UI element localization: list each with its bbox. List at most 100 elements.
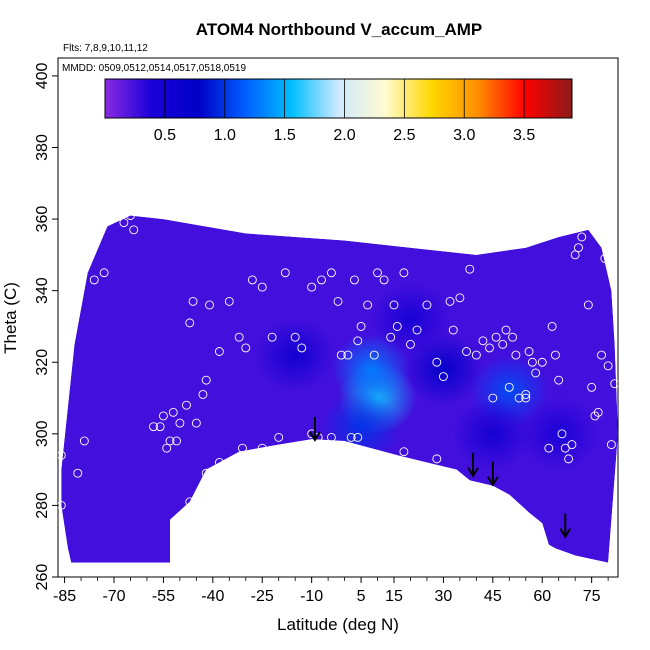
sample-point — [432, 357, 442, 367]
heatmap-feature — [453, 398, 533, 470]
x-tick-label: 75 — [583, 588, 601, 605]
sample-point — [162, 443, 172, 453]
x-tick-label: -70 — [102, 588, 125, 605]
sample-point — [422, 300, 432, 310]
sample-point — [175, 515, 185, 525]
x-tick-label: -10 — [300, 588, 323, 605]
heatmap-region — [61, 215, 618, 563]
sample-point — [205, 300, 214, 310]
sample-point — [521, 390, 531, 399]
sample-point — [182, 400, 191, 410]
sample-point — [587, 382, 597, 392]
sample-point — [73, 468, 83, 478]
sample-point — [544, 443, 554, 453]
sample-point — [412, 325, 422, 335]
heatmap-feature — [331, 333, 411, 406]
sample-point — [336, 350, 346, 360]
sample-point — [238, 443, 247, 453]
sample-point — [574, 243, 583, 253]
sample-point — [455, 293, 465, 303]
colorbar-tick-label: 2.5 — [393, 127, 415, 144]
sample-point — [491, 332, 501, 342]
colorbar-tick-label: 3.0 — [453, 127, 475, 144]
x-tick-label: 60 — [533, 588, 551, 605]
flight-arrow — [559, 513, 572, 539]
sample-point — [175, 418, 185, 428]
sample-point — [606, 440, 616, 450]
sample-point — [373, 268, 382, 278]
sample-point — [66, 311, 76, 321]
sample-point — [79, 436, 89, 446]
sample-point — [155, 422, 165, 432]
heatmap-feature — [519, 398, 599, 470]
flight-arrow — [486, 461, 499, 487]
sample-point — [350, 275, 359, 285]
sample-point — [198, 390, 208, 399]
sample-point — [521, 393, 531, 403]
sample-point — [583, 300, 593, 310]
sample-point — [333, 296, 343, 306]
sample-point — [326, 268, 336, 278]
sample-point — [172, 436, 182, 446]
sample-point — [188, 296, 198, 306]
sample-point — [185, 497, 195, 507]
heatmap-field — [61, 215, 618, 563]
sample-point — [557, 429, 567, 439]
sample-point — [191, 418, 201, 428]
mmdd-annotation: MMDD: 0509,0512,0514,0517,0518,0519 — [62, 63, 246, 74]
sample-point — [158, 411, 168, 421]
sample-point — [290, 332, 300, 342]
sample-point — [392, 321, 402, 331]
heatmap-feature — [370, 283, 450, 356]
x-axis-label: Latitude (deg N) — [277, 615, 399, 634]
sample-point — [224, 296, 234, 306]
sample-point — [346, 432, 356, 442]
x-axis: -85 -70 -55 -40 -25 -10 5 15 30 45 60 75 — [53, 577, 609, 605]
sample-point — [89, 275, 99, 285]
colorbar-tick-label: 2.0 — [333, 127, 355, 144]
sample-point — [165, 436, 175, 446]
heatmap-feature — [255, 319, 335, 391]
sample-point — [168, 407, 178, 417]
sample-point — [126, 211, 135, 220]
heatmap-feature — [321, 390, 401, 463]
sample-point — [280, 268, 290, 278]
y-tick-label: 260 — [34, 564, 51, 591]
sample-point — [547, 321, 557, 331]
y-tick-label: 360 — [34, 206, 51, 233]
colorbar-tick-label: 1.5 — [273, 127, 295, 144]
colorbar: 0.5 1.0 1.5 2.0 2.5 3.0 3.5 — [104, 78, 573, 144]
sample-point — [274, 432, 284, 442]
sample-point — [58, 500, 66, 510]
flights-annotation: Flts: 7,8,9,10,11,12 — [63, 43, 148, 54]
sample-point — [369, 350, 379, 360]
colorbar-ticks: 0.5 1.0 1.5 2.0 2.5 3.0 3.5 — [154, 79, 535, 144]
sample-point — [326, 432, 336, 442]
sample-point — [597, 350, 606, 360]
sample-point — [445, 296, 455, 306]
sample-point — [448, 325, 458, 335]
sample-point — [537, 357, 547, 367]
sample-point — [307, 282, 317, 292]
sample-point — [63, 325, 73, 335]
sample-point — [600, 253, 610, 263]
sample-point — [498, 339, 508, 349]
sample-point — [501, 325, 511, 335]
sample-point — [201, 468, 211, 478]
sample-point — [317, 275, 326, 285]
sample-point — [471, 350, 481, 360]
sample-point — [488, 393, 498, 403]
chart-title: ATOM4 Northbound V_accum_AMP — [196, 20, 483, 39]
y-tick-label: 320 — [34, 349, 51, 376]
sample-point — [610, 379, 618, 389]
x-tick-label: 15 — [385, 588, 403, 605]
sample-point — [531, 368, 541, 378]
sample-point — [201, 375, 211, 385]
sample-point — [438, 372, 448, 382]
sample-point — [478, 336, 488, 346]
sample-point — [399, 268, 409, 278]
sample-point — [185, 318, 195, 328]
x-tick-label: 5 — [357, 588, 366, 605]
sample-point — [567, 440, 577, 450]
